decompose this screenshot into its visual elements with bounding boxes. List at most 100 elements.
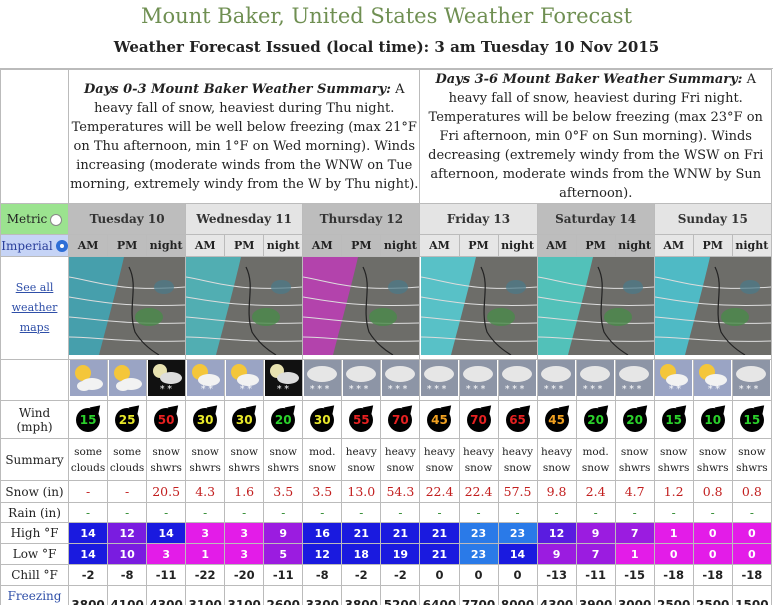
forecast-cell: * *	[692, 359, 733, 401]
rain-cell: -	[107, 502, 148, 523]
period-header: AM	[302, 234, 343, 257]
freezing-level-label[interactable]: Freezing level (ft)	[0, 585, 70, 605]
night-snow-icon: * *	[264, 360, 302, 396]
svg-text:* *: * *	[277, 385, 289, 395]
summary-cell: heavy snow	[380, 438, 421, 481]
high-temp-cell: 0	[731, 522, 773, 544]
forecast-cell: * * *	[458, 359, 499, 401]
table-row: Low °F 14 10 3 1 3 5 12 18 19 21 23 14 9 7 1 0 0 0	[0, 543, 773, 565]
wind-arrow-icon: 15	[739, 407, 764, 432]
wind-arrow-icon: 65	[505, 407, 530, 432]
imperial-radio[interactable]	[55, 240, 68, 252]
wind-arrow-icon: 25	[115, 407, 140, 432]
low-temp-cell: 3	[146, 543, 187, 565]
cloud-snow-icon: * * *	[460, 360, 498, 396]
summary-heading: Days 0-3 Mount Baker Weather Summary:	[84, 81, 391, 97]
weather-map[interactable]	[185, 256, 304, 360]
weather-map[interactable]	[68, 256, 187, 360]
period-header: PM	[341, 234, 382, 257]
forecast-cell: * * *	[614, 359, 655, 401]
summary-cell: snow shwrs	[146, 438, 187, 481]
chill-cell: -2	[380, 564, 421, 586]
sun-snow-icon: * *	[694, 360, 732, 396]
period-header: PM	[575, 234, 616, 257]
wind-cell: 45	[536, 400, 577, 439]
snow-cell: 0.8	[692, 480, 733, 503]
snow-cell: 2.4	[575, 480, 616, 503]
freezing-level-cell: 3000	[614, 585, 655, 605]
wind-arrow-icon: 20	[583, 407, 608, 432]
high-temp-cell: 23	[458, 522, 499, 544]
cloud-snow-icon: * * *	[420, 360, 458, 396]
table-row: Summary some clouds some clouds snow shwrs s…	[0, 438, 773, 481]
weather-map[interactable]	[302, 256, 421, 360]
low-temp-cell: 14	[497, 543, 538, 565]
freezing-level-cell: 5200	[380, 585, 421, 605]
low-temp-cell: 21	[419, 543, 460, 565]
wind-arrow-icon: 20	[622, 407, 647, 432]
svg-text:* * *: * * *	[349, 385, 369, 395]
freezing-level-cell: 1500	[731, 585, 773, 605]
forecast-table: Days 0-3 Mount Baker Weather Summary: A …	[0, 69, 773, 605]
table-row: See all weather maps	[0, 256, 773, 360]
metric-radio[interactable]	[50, 213, 63, 226]
high-temp-cell: 21	[419, 522, 460, 544]
period-header: PM	[692, 234, 733, 257]
day-header: Wednesday 11	[185, 203, 304, 235]
snow-cell: 3.5	[263, 480, 304, 503]
blank-cell	[0, 69, 70, 204]
weather-map[interactable]	[536, 256, 655, 360]
chill-cell: -11	[146, 564, 187, 586]
summary-cell: heavy snow	[536, 438, 577, 481]
rain-cell: -	[224, 502, 265, 523]
low-temp-cell: 5	[263, 543, 304, 565]
low-temp-cell: 10	[107, 543, 148, 565]
table-row: Imperial AM PM night AM PM night AM PM night AM PM n…	[0, 234, 773, 257]
map-icon	[303, 257, 419, 356]
chill-cell: -18	[731, 564, 773, 586]
see-all-maps-link[interactable]: See all weather maps	[0, 256, 70, 360]
low-temp-cell: 1	[614, 543, 655, 565]
weather-map[interactable]	[653, 256, 773, 360]
freezing-level-cell: 2600	[263, 585, 304, 605]
metric-toggle[interactable]: Metric	[0, 203, 70, 235]
low-temp-cell: 0	[653, 543, 694, 565]
chill-cell: -18	[653, 564, 694, 586]
low-temp-cell: 0	[692, 543, 733, 565]
map-icon	[69, 257, 185, 356]
svg-text:* * *: * * *	[622, 385, 642, 395]
forecast-cell: * *	[263, 359, 304, 401]
wind-arrow-icon: 15	[661, 407, 686, 432]
svg-text:* * *: * * *	[310, 385, 330, 395]
freezing-level-cell: 3800	[68, 585, 109, 605]
high-temp-cell: 14	[146, 522, 187, 544]
svg-text:* * *: * * *	[466, 385, 486, 395]
period-header: night	[731, 234, 773, 257]
low-label: Low °F	[0, 543, 70, 565]
day-header: Friday 13	[419, 203, 538, 235]
imperial-toggle[interactable]: Imperial	[0, 234, 70, 257]
summary-cell: snow shwrs	[614, 438, 655, 481]
svg-text:* * *: * * *	[388, 385, 408, 395]
svg-text:* *: * *	[669, 385, 681, 395]
snow-cell: 9.8	[536, 480, 577, 503]
rain-cell: -	[146, 502, 187, 523]
forecast-cell: * * *	[341, 359, 382, 401]
low-temp-cell: 19	[380, 543, 421, 565]
sun-cloud-icon	[108, 360, 146, 396]
period-header: night	[263, 234, 304, 257]
period-header: AM	[653, 234, 694, 257]
rain-cell: -	[614, 502, 655, 523]
wind-arrow-icon: 45	[427, 407, 452, 432]
map-icon	[655, 257, 771, 356]
summary-heading: Days 3-6 Mount Baker Weather Summary:	[435, 72, 743, 87]
period-header: night	[614, 234, 655, 257]
wind-cell: 30	[302, 400, 343, 439]
weather-map[interactable]	[419, 256, 538, 360]
high-label: High °F	[0, 522, 70, 544]
snow-cell: 4.3	[185, 480, 226, 503]
period-header: AM	[68, 234, 109, 257]
rain-cell: -	[692, 502, 733, 523]
summary-cell: snow shwrs	[263, 438, 304, 481]
